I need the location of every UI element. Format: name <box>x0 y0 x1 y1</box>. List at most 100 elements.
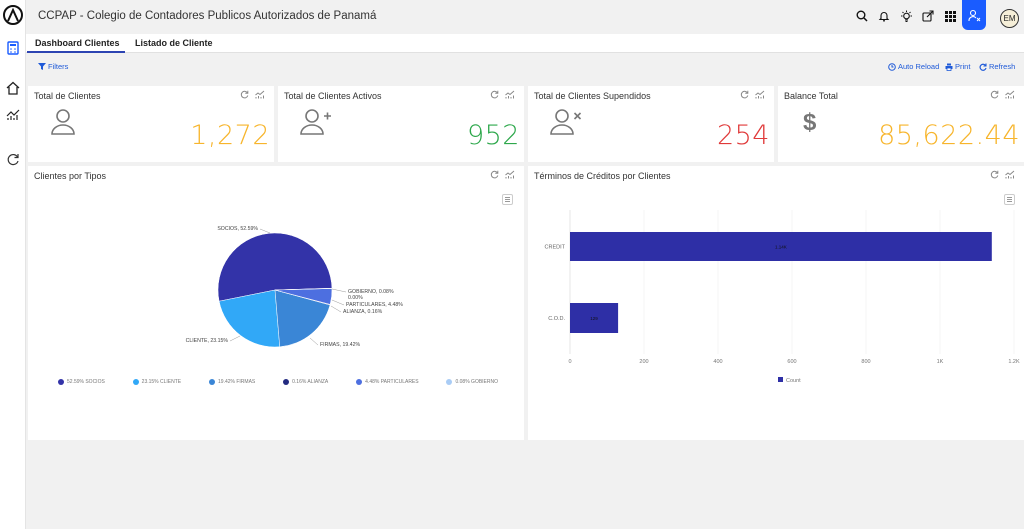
x-tick-label: 800 <box>861 359 870 365</box>
chart-icon[interactable] <box>1005 90 1015 99</box>
print-button[interactable]: Print <box>945 62 970 71</box>
pie-slice-label: GOBIERNO, 0.08% <box>348 289 394 295</box>
y-category-label: C.O.D. <box>548 316 565 322</box>
printer-icon <box>945 63 953 71</box>
legend-item[interactable]: 52.59% SOCIOS <box>58 379 105 385</box>
card-actions <box>240 90 265 99</box>
chart-icon[interactable] <box>1005 170 1015 179</box>
user-avatar[interactable]: EM <box>1000 9 1019 28</box>
pie-slice-socios[interactable] <box>217 232 333 302</box>
kpi-card-clientes-suspendidos: Total de Clientes Supendidos 254 <box>528 86 774 162</box>
search-icon[interactable] <box>855 9 869 23</box>
logo-icon <box>7 7 19 22</box>
app-title: CCPAP - Colegio de Contadores Publicos A… <box>38 10 377 22</box>
legend-label: Count <box>786 378 801 384</box>
calculator-icon[interactable] <box>5 40 21 56</box>
kpi-value: 1,272 <box>190 120 270 151</box>
legend-item[interactable]: 19.42% FIRMAS <box>209 379 255 385</box>
analytics-icon[interactable] <box>5 106 21 122</box>
user-x-icon <box>550 108 582 141</box>
chart-menu-button[interactable] <box>1004 194 1015 205</box>
card-actions <box>490 170 515 179</box>
bar-data-label: 1.14K <box>775 245 787 250</box>
pie-slice-label: CLIENTE, 23.15% <box>186 338 229 344</box>
legend-label: 23.15% CLIENTE <box>141 379 182 385</box>
app-logo[interactable] <box>3 5 23 25</box>
pie-slice-label: 0.00% <box>348 295 363 301</box>
x-tick-label: 200 <box>639 359 648 365</box>
legend-item[interactable]: 0.08% GOBIERNO <box>446 379 498 385</box>
x-tick-label: 400 <box>713 359 722 365</box>
legend-item[interactable]: 23.15% CLIENTE <box>132 379 182 385</box>
bar-chart: 0 200 400 600 800 1K 1.2K CREDIT 1.14K C.O.D. 129 C… <box>545 210 1020 384</box>
lightbulb-icon[interactable] <box>899 9 913 23</box>
card-title: Términos de Créditos por Clientes <box>534 171 671 181</box>
kpi-title: Total de Clientes Activos <box>284 91 382 101</box>
pie-slice-firmas[interactable] <box>274 289 331 348</box>
reload-icon[interactable] <box>240 90 249 99</box>
pie-slice-label: ALIANZA, 0.16% <box>343 309 383 315</box>
bar-cod[interactable] <box>570 303 619 333</box>
reload-icon[interactable] <box>740 90 749 99</box>
pie-label-line <box>259 228 271 234</box>
svg-text:$: $ <box>803 109 817 136</box>
legend-swatch <box>446 379 453 385</box>
refresh-label: Refresh <box>989 62 1016 71</box>
tab-dashboard-clientes[interactable]: Dashboard Clientes <box>35 38 120 48</box>
legend-swatch <box>209 379 216 385</box>
reload-icon[interactable] <box>490 90 499 99</box>
legend-swatch <box>283 379 290 385</box>
legend-label: 52.59% SOCIOS <box>67 379 105 385</box>
dollar-icon: $ <box>800 108 820 141</box>
pie-label-line <box>309 337 319 346</box>
user-plus-icon <box>300 108 332 141</box>
history-icon[interactable] <box>5 151 21 167</box>
left-sidebar <box>0 0 26 529</box>
x-tick-label: 600 <box>787 359 796 365</box>
chart-icon[interactable] <box>505 170 515 179</box>
pie-label-line <box>330 305 342 313</box>
reload-icon[interactable] <box>490 170 499 179</box>
apps-grid-icon[interactable] <box>943 9 957 23</box>
filters-button[interactable]: Filters <box>38 62 68 71</box>
home-icon[interactable] <box>5 80 21 96</box>
card-actions <box>490 90 515 99</box>
pie-slice-cliente[interactable] <box>218 289 281 348</box>
refresh-button[interactable]: Refresh <box>979 62 1015 71</box>
legend-item[interactable]: 4.48% PARTICULARES <box>356 379 419 385</box>
card-title: Clientes por Tipos <box>34 171 107 181</box>
user-management-button[interactable] <box>962 0 986 30</box>
kpi-value: 254 <box>716 120 770 151</box>
auto-reload-button[interactable]: Auto Reload <box>888 62 939 71</box>
bell-icon[interactable] <box>877 9 891 23</box>
bar-data-label: 129 <box>590 316 598 321</box>
kpi-value: 85,622.44 <box>878 120 1020 151</box>
bar-chart-card: Términos de Créditos por Clientes 0 200 40… <box>528 166 1024 440</box>
pie-chart: SOCIOS, 52.59% CLIENTE, 23.15% FIRMAS, 19.… <box>186 226 404 348</box>
kpi-value: 952 <box>466 120 520 151</box>
filter-icon <box>38 63 46 70</box>
kpi-title: Balance Total <box>784 91 838 101</box>
toolbar: Filters Auto Reload Print Refresh <box>26 54 1024 80</box>
bar-credit[interactable] <box>570 232 992 261</box>
reload-icon[interactable] <box>990 170 999 179</box>
pie-slice-label: PARTICULARES, 4.48% <box>346 302 403 308</box>
chart-menu-button[interactable] <box>502 194 513 205</box>
legend-label: 19.42% FIRMAS <box>218 379 256 385</box>
share-icon[interactable] <box>921 9 935 23</box>
pie-chart-card: Clientes por Tipos SOCIOS, 52.59% CLIENTE… <box>28 166 524 440</box>
card-actions <box>990 170 1015 179</box>
chart-icon[interactable] <box>255 90 265 99</box>
tab-listado-de-cliente[interactable]: Listado de Cliente <box>135 38 213 48</box>
user-icon <box>50 108 76 141</box>
kpi-card-balance-total: Balance Total $ 85,622.44 <box>778 86 1024 162</box>
legend-item[interactable]: 0.16% ALIANZA <box>283 379 328 385</box>
pie-slice-gobierno[interactable] <box>274 287 333 291</box>
pie-slice-label: FIRMAS, 19.42% <box>320 342 360 348</box>
chart-icon[interactable] <box>505 90 515 99</box>
y-category-label: CREDIT <box>545 245 566 251</box>
chart-icon[interactable] <box>755 90 765 99</box>
x-tick-label: 1K <box>937 359 944 365</box>
x-tick-label: 0 <box>568 359 571 365</box>
reload-icon[interactable] <box>990 90 999 99</box>
